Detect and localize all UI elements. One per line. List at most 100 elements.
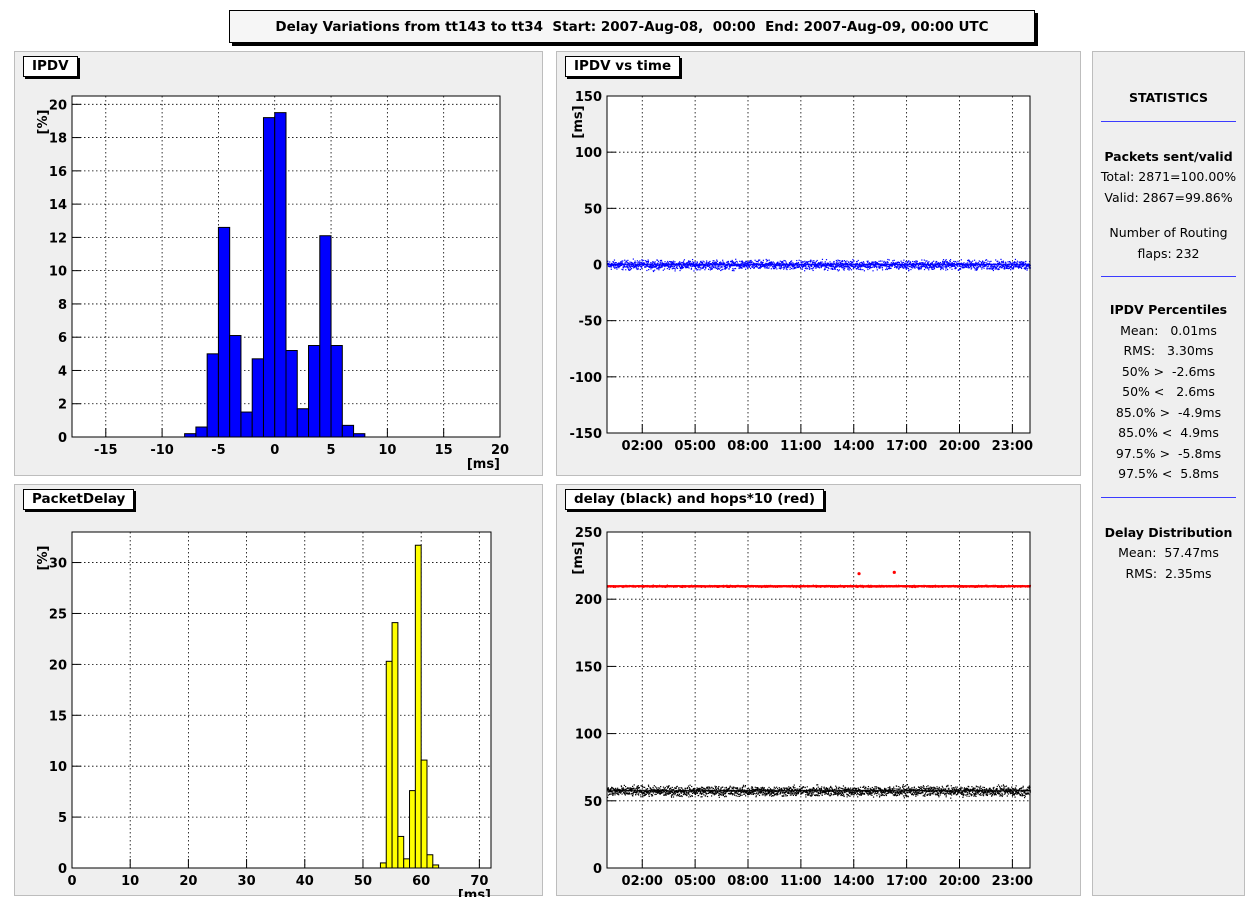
ipdv-time-point xyxy=(744,264,746,267)
delay-hops-point xyxy=(966,793,968,795)
delay-hops-point xyxy=(852,791,854,794)
delay-hops-point xyxy=(658,787,660,789)
ipdv-y-tick-label: 10 xyxy=(49,265,67,280)
ipdv-time-point xyxy=(855,265,857,267)
ipdv-time-point xyxy=(944,265,946,268)
delay-hops-point xyxy=(834,792,836,794)
ipdv-time-point xyxy=(700,260,702,262)
delay-hops-point xyxy=(857,796,859,798)
delay-hops-point xyxy=(715,787,717,789)
delay-hops-point xyxy=(819,792,821,794)
delay-hops-point xyxy=(967,787,969,790)
ipdv-time-point xyxy=(1010,269,1012,271)
delay-hops-point xyxy=(976,793,978,795)
delay-hops-point xyxy=(999,795,1001,797)
ipdv-time-point xyxy=(838,264,840,267)
ipdv-time-point xyxy=(674,261,676,263)
delay-hops-point xyxy=(1006,795,1008,797)
packet-delay-x-tick-label: 30 xyxy=(238,874,256,889)
delay-hops-point xyxy=(678,787,680,789)
delay-hops-point xyxy=(880,789,882,791)
delay-hops-point xyxy=(963,788,965,790)
delay-hops-point xyxy=(1015,788,1017,790)
delay-hops-point xyxy=(730,791,732,793)
ipdv-time-point xyxy=(915,262,918,264)
delay-hops-point xyxy=(761,786,764,788)
ipdv-time-point xyxy=(687,266,689,268)
ipdv-time-point xyxy=(824,261,826,263)
delay-hops-point xyxy=(859,789,861,791)
ipdv-time-point xyxy=(634,266,636,268)
delay-hops-point xyxy=(655,790,657,793)
ipdv-time-point xyxy=(687,262,689,264)
delay-hops-point xyxy=(992,792,995,794)
delay-hops-point xyxy=(650,793,652,796)
delay-hops-point xyxy=(919,787,921,790)
delay-hops-point xyxy=(788,788,790,791)
delay-hops-point xyxy=(949,792,952,794)
delay-hops-point xyxy=(1014,788,1016,791)
delay-hops-point xyxy=(955,788,957,790)
ipdv-time-point xyxy=(661,264,663,267)
delay-hops-point xyxy=(827,793,829,795)
ipdv-time-point xyxy=(637,262,639,264)
delay-hops-point xyxy=(941,792,943,794)
delay-hops-point xyxy=(624,792,626,794)
delay-hops-point xyxy=(687,785,690,787)
ipdv-time-point xyxy=(803,262,806,264)
delay-hops-point xyxy=(683,791,686,793)
delay-hops-point xyxy=(693,791,695,793)
ipdv-time-point xyxy=(936,266,938,268)
ipdv-time-point xyxy=(903,267,905,269)
delay-hops-point xyxy=(747,787,750,789)
delay-hops-point xyxy=(913,791,915,794)
ipdv-time-point xyxy=(838,260,840,262)
ipdv-time-point xyxy=(968,259,970,261)
ipdv-time-point xyxy=(720,265,722,267)
delay-hops-point xyxy=(755,796,757,798)
delay-hops-point xyxy=(992,787,994,789)
delay-hops-point xyxy=(685,794,687,796)
delay-hops-point xyxy=(766,793,768,795)
delay-hops-point xyxy=(789,794,791,796)
delay-hops-point xyxy=(680,792,682,794)
delay-hops-point xyxy=(915,788,917,790)
ipdv-time-point xyxy=(982,266,984,268)
delay-hops-point xyxy=(850,791,852,793)
delay-hops-point xyxy=(913,788,915,790)
ipdv-time-point xyxy=(710,262,712,265)
ipdv-time-point xyxy=(936,260,938,263)
ipdv-time-point xyxy=(774,267,776,270)
delay-hops-point xyxy=(701,788,703,790)
delay-hops-point xyxy=(1016,793,1018,795)
ipdv-time-point xyxy=(623,266,625,268)
ipdv-time-point xyxy=(636,265,639,267)
delay-hops-point xyxy=(661,792,663,794)
ipdv-time-point xyxy=(983,267,985,269)
ipdv-time-point xyxy=(740,266,742,268)
ipdv-time-point xyxy=(863,270,865,272)
delay-hops-point xyxy=(773,791,775,793)
delay-hops-point xyxy=(967,793,969,795)
ipdv-time-point xyxy=(740,261,742,263)
ipdv-time-point xyxy=(751,266,753,268)
ipdv-time-point xyxy=(625,266,627,268)
delay-hops-point xyxy=(973,793,975,795)
ipdv-bar xyxy=(296,408,310,438)
delay-hops-point xyxy=(736,790,738,793)
ipdv-time-point xyxy=(1012,268,1015,270)
ipdv-time-point xyxy=(795,267,797,269)
delay-hops-point xyxy=(901,789,903,791)
ipdv-time-point xyxy=(811,260,813,262)
ipdv-time-point xyxy=(1020,260,1022,263)
delay-hops-point xyxy=(907,796,909,798)
delay-hops-point xyxy=(823,792,826,794)
ipdv-time-point xyxy=(690,265,692,267)
delay-hops-point xyxy=(771,794,773,797)
ipdv-time-point xyxy=(1026,268,1028,270)
ipdv-time-point xyxy=(776,262,779,265)
delay-hops-point xyxy=(934,787,936,789)
delay-hops-point xyxy=(667,786,670,788)
ipdv-time-point xyxy=(660,266,662,269)
ipdv-time-point xyxy=(859,266,861,268)
